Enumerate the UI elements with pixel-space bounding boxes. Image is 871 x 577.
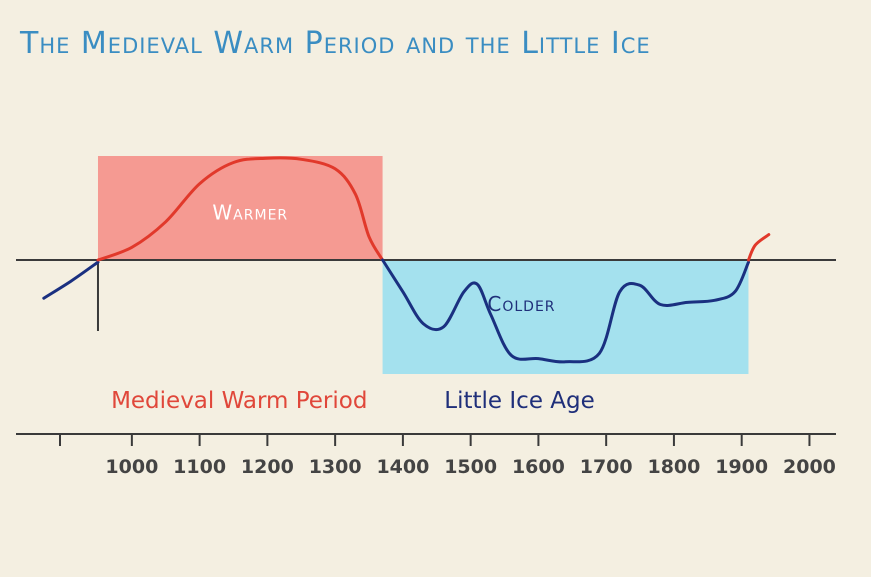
medieval-warm-period-label: Medieval Warm Period: [111, 388, 367, 414]
x-tick-label-2000: 2000: [783, 456, 836, 478]
series-cold-line: [381, 258, 750, 364]
x-tick-label-1200: 1200: [241, 456, 294, 478]
x-tick-label-1100: 1100: [173, 456, 226, 478]
little-ice-age-label: Little Ice Age: [444, 388, 594, 414]
x-tick-label-1500: 1500: [444, 456, 497, 478]
x-tick-label-1400: 1400: [376, 456, 429, 478]
colder-label: Colder: [487, 292, 555, 316]
chart-title: The Medieval Warm Period and the Little …: [20, 26, 651, 61]
series-pre-warm-line: [42, 260, 100, 300]
warm-period-band: [97, 156, 383, 260]
x-tick-label-1000: 1000: [105, 456, 158, 478]
x-tick-label-1600: 1600: [512, 456, 565, 478]
x-tick-label-1700: 1700: [580, 456, 633, 478]
x-tick-label-1800: 1800: [647, 456, 700, 478]
cold-period-band: [382, 260, 749, 374]
series-recent-warm-line: [747, 233, 771, 262]
x-tick-label-1900: 1900: [715, 456, 768, 478]
x-axis-ticks: 1000 1100 1200 1300 1400 1500 1600 1700 1800 1900…: [59, 434, 836, 478]
x-tick-label-1300: 1300: [309, 456, 362, 478]
series-warm-line: [96, 156, 385, 262]
warmer-label: Warmer: [212, 201, 288, 225]
